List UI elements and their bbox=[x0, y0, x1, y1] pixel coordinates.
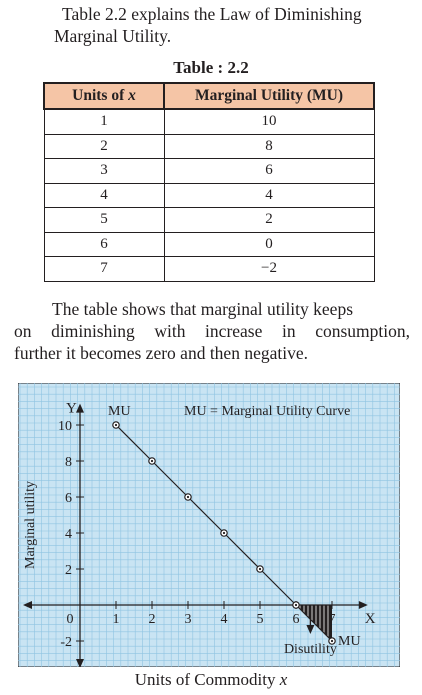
units-cell: 6 bbox=[43, 231, 165, 257]
table-row: 7 −2 bbox=[43, 256, 375, 282]
table-header-row: Units of x Marginal Utility (MU) bbox=[43, 82, 375, 110]
x-axis-arrow-left bbox=[23, 601, 32, 609]
y-axis-letter: Y bbox=[66, 401, 77, 417]
mu-data-point-center bbox=[222, 531, 226, 535]
grid-lines bbox=[18, 383, 400, 667]
units-cell: 4 bbox=[43, 182, 165, 208]
explanation-paragraph: The table shows that marginal utility ke… bbox=[14, 298, 410, 364]
x-tick-label: 0 bbox=[67, 612, 74, 627]
units-cell: 2 bbox=[43, 133, 165, 159]
y-tick-label: 8 bbox=[65, 455, 72, 470]
mu-cell: 2 bbox=[163, 207, 375, 233]
curve-label-end: MU bbox=[338, 634, 361, 649]
mu-cell: 6 bbox=[163, 158, 375, 184]
units-cell: 5 bbox=[43, 207, 165, 233]
mu-data-point-center bbox=[330, 639, 334, 643]
y-axis-arrow-down bbox=[76, 659, 84, 668]
disutility-arrow-head bbox=[306, 625, 315, 634]
marginal-utility-graph: Y X 10 8 6 4 2 -2 0 1 2 3 4 5 6 7 Marginal utility MU MU MU… bbox=[17, 382, 401, 668]
x-tick-label: 1 bbox=[113, 612, 120, 627]
y-axis-title: Marginal utility bbox=[23, 481, 38, 569]
table-title: Table : 2.2 bbox=[173, 58, 249, 77]
units-cell: 1 bbox=[43, 108, 165, 135]
mu-cell: 10 bbox=[163, 108, 375, 135]
intro-paragraph: Table 2.2 explains the Law of Diminishin… bbox=[14, 3, 410, 47]
mu-cell: 4 bbox=[163, 182, 375, 208]
mu-cell: 8 bbox=[163, 133, 375, 159]
y-tick-label: 6 bbox=[65, 491, 72, 506]
explain-line-2: on diminishing with increase in consumpt… bbox=[14, 321, 410, 341]
intro-line-2: Marginal Utility. bbox=[54, 26, 172, 46]
y-tick-label: 10 bbox=[58, 419, 72, 434]
mu-cell: −2 bbox=[163, 256, 375, 282]
disutility-label: Disutility bbox=[284, 642, 337, 657]
intro-line-1: Table 2.2 explains the Law of Diminishin… bbox=[62, 4, 362, 24]
y-axis-arrow-up bbox=[76, 403, 84, 413]
y-tick-label: 2 bbox=[65, 563, 72, 578]
mu-data-point-center bbox=[114, 423, 118, 427]
mu-data-point-center bbox=[258, 567, 262, 571]
x-tick-label: 7 bbox=[329, 612, 336, 627]
explain-line-1: The table shows that marginal utility ke… bbox=[52, 299, 354, 319]
explain-line-3: further it becomes zero and then negativ… bbox=[14, 343, 308, 363]
x-tick-label: 5 bbox=[257, 612, 264, 627]
curve-label-start: MU bbox=[108, 404, 131, 419]
x-axis-caption: Units of Commodity x bbox=[134, 670, 288, 689]
x-tick-label: 3 bbox=[185, 612, 192, 627]
header-units-of-x: Units of x bbox=[43, 82, 165, 110]
mu-data-point-center bbox=[294, 603, 298, 607]
table-row: 1 10 bbox=[43, 108, 375, 135]
x-axis-arrow-right bbox=[358, 601, 368, 609]
legend-text: MU = Marginal Utility Curve bbox=[184, 404, 350, 419]
header-marginal-utility: Marginal Utility (MU) bbox=[163, 82, 375, 110]
mu-data-point-center bbox=[150, 459, 154, 463]
x-axis-letter: X bbox=[365, 611, 376, 627]
y-tick-label: -2 bbox=[60, 635, 72, 650]
y-tick-label: 4 bbox=[65, 527, 72, 542]
mu-chart-svg: Y X 10 8 6 4 2 -2 0 1 2 3 4 5 6 7 Marginal utility MU MU MU… bbox=[17, 382, 401, 668]
units-cell: 3 bbox=[43, 158, 165, 184]
x-tick-label: 4 bbox=[221, 612, 228, 627]
units-cell: 7 bbox=[43, 256, 165, 282]
x-tick-label: 2 bbox=[149, 612, 156, 627]
mu-cell: 0 bbox=[163, 231, 375, 257]
mu-data-point-center bbox=[186, 495, 190, 499]
x-tick-label: 6 bbox=[293, 612, 300, 627]
